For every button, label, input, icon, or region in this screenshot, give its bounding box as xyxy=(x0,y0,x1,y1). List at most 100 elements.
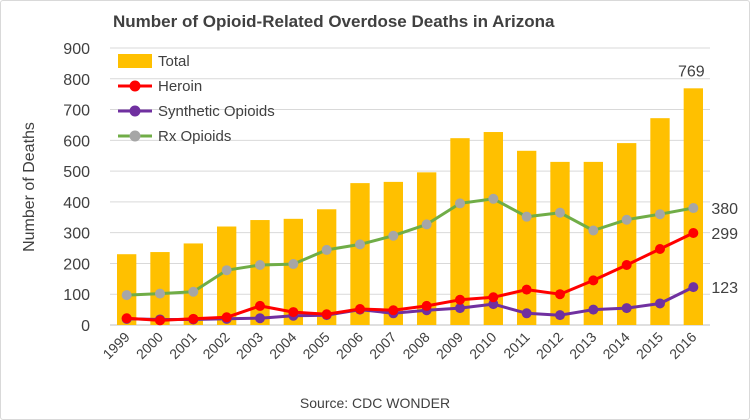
point-heroin xyxy=(321,309,332,320)
point-heroin xyxy=(355,303,365,314)
y-tick-label: 500 xyxy=(63,164,90,181)
line-rx-opioids xyxy=(126,197,694,297)
bar-total xyxy=(583,161,603,325)
point-rx-opioids xyxy=(688,203,699,214)
point-rx-opioids xyxy=(421,219,432,230)
x-tick-label: 2014 xyxy=(599,329,632,362)
legend-swatch-total xyxy=(118,54,152,68)
bar-total xyxy=(617,143,637,325)
y-tick-label: 700 xyxy=(63,103,90,120)
x-tick-label: 2003 xyxy=(233,329,266,362)
x-tick-label: 2007 xyxy=(366,329,399,362)
point-rx-opioids xyxy=(388,230,399,241)
legend-label-total: Total xyxy=(158,53,190,70)
point-synthetic-opioids xyxy=(521,308,532,319)
legend-label-heroin: Heroin xyxy=(158,78,202,95)
y-tick-label: 600 xyxy=(63,133,90,150)
legend-marker-rx-opioids xyxy=(129,130,141,142)
point-rx-opioids xyxy=(455,198,465,209)
x-tick-label: 2015 xyxy=(633,329,666,362)
point-rx-opioids xyxy=(155,288,165,299)
point-synthetic-opioids xyxy=(455,303,465,314)
x-tick-label: 2009 xyxy=(433,329,466,362)
point-rx-opioids xyxy=(255,259,265,270)
x-tick-label: 2001 xyxy=(166,329,199,362)
legend-marker-synthetic-opioids xyxy=(129,105,141,117)
line-heroin xyxy=(126,231,694,322)
point-heroin xyxy=(488,292,499,303)
point-rx-opioids xyxy=(321,244,332,255)
x-tick-label: 2008 xyxy=(399,329,432,362)
bar-total xyxy=(183,243,203,325)
point-synthetic-opioids xyxy=(555,310,565,321)
point-heroin xyxy=(588,275,599,286)
data-label: 123 xyxy=(711,280,738,297)
point-rx-opioids xyxy=(221,265,232,276)
point-heroin xyxy=(621,259,632,270)
point-rx-opioids xyxy=(588,225,599,236)
bar-total xyxy=(383,181,403,325)
x-tick-label: 1999 xyxy=(99,329,132,362)
point-rx-opioids xyxy=(488,193,499,204)
point-synthetic-opioids xyxy=(255,313,265,324)
chart-source: Source: CDC WONDER xyxy=(299,395,451,411)
point-synthetic-opioids xyxy=(688,282,699,293)
point-synthetic-opioids xyxy=(621,303,632,314)
bar-total xyxy=(417,172,437,325)
legend-marker-heroin xyxy=(129,80,141,92)
bar-total xyxy=(450,138,470,325)
chart-title: Number of Opioid-Related Overdose Deaths… xyxy=(113,12,555,31)
bar-total xyxy=(650,118,670,325)
point-rx-opioids xyxy=(355,239,365,250)
x-tick-label: 2010 xyxy=(466,329,499,362)
y-tick-label: 800 xyxy=(63,72,90,89)
y-tick-label: 100 xyxy=(63,287,90,304)
point-heroin xyxy=(155,315,165,326)
point-rx-opioids xyxy=(188,286,199,297)
bar-total xyxy=(517,150,537,325)
bar-total xyxy=(150,252,170,325)
y-tick-label: 400 xyxy=(63,195,90,212)
x-tick-label: 2006 xyxy=(333,329,366,362)
point-rx-opioids xyxy=(621,214,632,225)
bar-total xyxy=(483,132,503,325)
data-label: 380 xyxy=(711,201,738,218)
bar-total xyxy=(550,161,570,325)
legend-label-rx-opioids: Rx Opioids xyxy=(158,128,231,145)
point-heroin xyxy=(188,313,199,324)
point-heroin xyxy=(121,313,132,324)
x-tick-label: 2000 xyxy=(133,329,166,362)
bar-total xyxy=(250,220,270,325)
x-tick-label: 2002 xyxy=(199,329,232,362)
x-tick-label: 2013 xyxy=(566,329,599,362)
bar-total xyxy=(283,218,303,325)
bar-total xyxy=(317,209,337,325)
bar-total xyxy=(117,254,137,325)
y-tick-label: 900 xyxy=(63,41,90,58)
y-tick-label: 0 xyxy=(81,318,90,335)
point-heroin xyxy=(521,284,532,295)
legend-label-synthetic-opioids: Synthetic Opioids xyxy=(158,103,275,120)
point-synthetic-opioids xyxy=(588,304,599,315)
point-rx-opioids xyxy=(288,259,299,270)
point-heroin xyxy=(288,307,299,318)
x-tick-label: 2011 xyxy=(500,329,533,362)
line-synthetic-opioids xyxy=(126,285,694,321)
x-tick-label: 2012 xyxy=(533,329,566,362)
point-heroin xyxy=(555,289,565,300)
data-label: 299 xyxy=(711,226,738,243)
point-rx-opioids xyxy=(121,290,132,301)
bar-total xyxy=(350,183,370,325)
x-tick-label: 2005 xyxy=(299,329,332,362)
point-heroin xyxy=(421,300,432,311)
point-synthetic-opioids xyxy=(655,298,665,309)
x-tick-label: 2004 xyxy=(266,329,299,362)
point-rx-opioids xyxy=(655,209,665,220)
point-rx-opioids xyxy=(555,207,565,218)
x-tick-label: 2016 xyxy=(666,329,699,362)
y-tick-label: 300 xyxy=(63,226,90,243)
point-heroin xyxy=(688,227,699,238)
point-heroin xyxy=(221,312,232,323)
point-heroin xyxy=(455,294,465,305)
